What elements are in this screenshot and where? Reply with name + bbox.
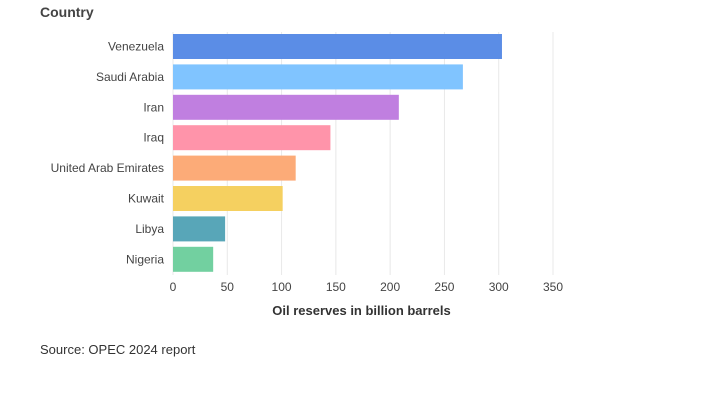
category-label: Saudi Arabia [96, 70, 164, 84]
category-label: Kuwait [128, 192, 165, 206]
bar-iraq [173, 125, 331, 151]
category-label: Libya [135, 222, 164, 236]
x-tick-label: 350 [543, 280, 563, 294]
category-label: Nigeria [126, 252, 164, 266]
x-tick-label: 250 [434, 280, 454, 294]
category-label: Iraq [143, 131, 164, 145]
x-tick-label: 200 [380, 280, 400, 294]
x-tick-label: 0 [170, 280, 177, 294]
bar-saudi-arabia [173, 64, 463, 90]
category-label: United Arab Emirates [51, 161, 164, 175]
bar-kuwait [173, 186, 283, 211]
bar-venezuela [173, 34, 502, 59]
y-axis-title: Country [40, 4, 94, 20]
bar-nigeria [173, 246, 214, 272]
x-tick-label: 50 [221, 280, 235, 294]
category-label: Iran [143, 100, 164, 114]
x-tick-label: 150 [326, 280, 346, 294]
x-tick-label: 300 [489, 280, 509, 294]
x-axis-title: Oil reserves in billion barrels [272, 303, 451, 318]
bar-united-arab-emirates [173, 155, 296, 181]
bar-libya [173, 216, 226, 242]
source-note: Source: OPEC 2024 report [40, 342, 196, 357]
bar-iran [173, 94, 399, 120]
category-label: Venezuela [108, 40, 164, 54]
x-tick-label: 100 [272, 280, 292, 294]
